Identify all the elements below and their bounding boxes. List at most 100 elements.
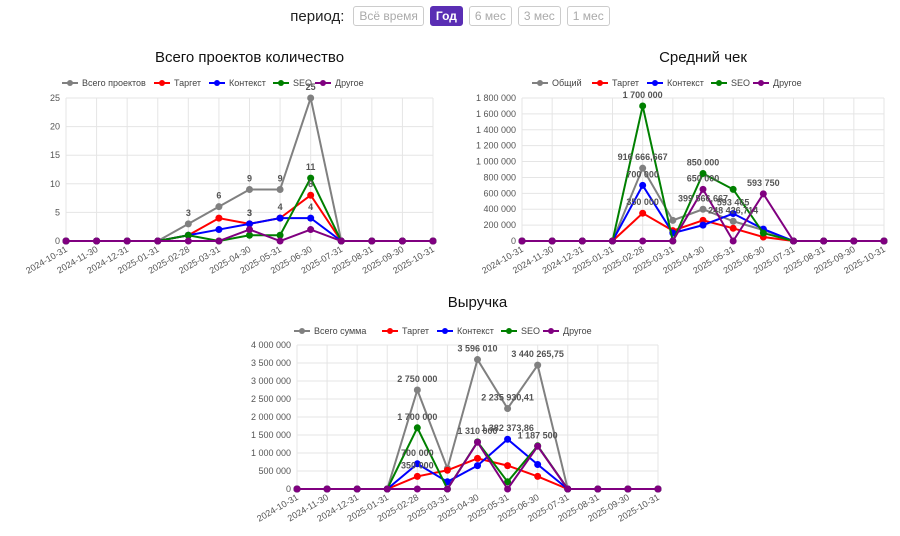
data-point <box>215 203 223 211</box>
period-6-months-button[interactable]: 6 мес <box>468 6 512 26</box>
data-point <box>639 209 647 217</box>
legend-item: Контекст <box>647 78 704 88</box>
data-point <box>850 237 858 245</box>
data-point <box>729 217 737 225</box>
data-point <box>215 226 223 234</box>
legend-label: SEO <box>731 78 750 88</box>
data-label: 350 000 <box>626 197 659 207</box>
data-point <box>594 485 602 493</box>
legend-label: Всего сумма <box>314 326 366 336</box>
period-label: период: <box>290 7 345 25</box>
period-all-time-button[interactable]: Всё время <box>353 6 424 26</box>
data-point <box>639 164 647 172</box>
data-point <box>639 181 647 189</box>
legend-marker <box>278 80 284 86</box>
y-tick-label: 400 000 <box>483 204 516 214</box>
y-tick-label: 1 600 000 <box>476 109 516 119</box>
y-tick-label: 5 <box>55 207 60 217</box>
legend-marker <box>506 328 512 334</box>
y-tick-label: 3 500 000 <box>251 358 291 368</box>
y-tick-label: 500 000 <box>258 466 291 476</box>
data-point <box>578 237 586 245</box>
data-label: 399 566,667 <box>678 193 728 203</box>
legend-item: Всего проектов <box>62 78 146 88</box>
legend-marker <box>67 80 73 86</box>
legend-label: Общий <box>552 78 582 88</box>
data-point <box>413 460 421 468</box>
data-label: 2 750 000 <box>397 374 437 384</box>
data-point <box>699 205 707 213</box>
data-point <box>699 185 707 193</box>
data-label: 350 000 <box>401 460 434 470</box>
data-label: 25 <box>306 82 316 92</box>
legend-item: SEO <box>501 326 540 336</box>
legend-marker <box>548 328 554 334</box>
data-point <box>246 186 253 194</box>
data-point <box>654 485 662 493</box>
y-tick-label: 2 500 000 <box>251 394 291 404</box>
data-point <box>669 237 677 245</box>
data-point <box>564 485 572 493</box>
data-point <box>474 438 481 446</box>
data-point <box>759 190 767 198</box>
period-year-button[interactable]: Год <box>429 6 463 26</box>
legend-item: Другое <box>753 78 802 88</box>
y-tick-label: 0 <box>55 236 60 246</box>
data-label: 650 000 <box>687 173 720 183</box>
legend-marker <box>387 328 393 334</box>
data-label: 11 <box>306 162 316 172</box>
data-point <box>184 220 192 228</box>
legend-label: Таргет <box>402 326 429 336</box>
legend-marker <box>299 328 305 334</box>
data-point <box>820 237 828 245</box>
legend-label: SEO <box>521 326 540 336</box>
y-tick-label: 2 000 000 <box>251 412 291 422</box>
legend-item: SEO <box>711 78 750 88</box>
data-point <box>307 191 315 199</box>
y-tick-label: 0 <box>511 236 516 246</box>
data-point <box>413 424 421 432</box>
data-point <box>504 485 512 493</box>
y-tick-label: 20 <box>50 122 60 132</box>
data-label: 248 426,714 <box>708 205 758 215</box>
y-tick-label: 15 <box>50 150 60 160</box>
data-point <box>413 485 421 493</box>
period-1-month-button[interactable]: 1 мес <box>566 6 610 26</box>
data-point <box>729 224 737 232</box>
y-tick-label: 3 000 000 <box>251 376 291 386</box>
data-point <box>518 237 526 245</box>
data-point <box>93 237 101 245</box>
data-point <box>534 472 542 480</box>
legend-item: Другое <box>543 326 592 336</box>
period-3-months-button[interactable]: 3 мес <box>517 6 561 26</box>
data-point <box>246 226 253 234</box>
legend-label: Таргет <box>174 78 201 88</box>
y-tick-label: 4 000 000 <box>251 340 291 350</box>
data-point <box>504 462 512 470</box>
data-label: 9 <box>278 174 283 184</box>
data-point <box>383 485 391 493</box>
data-point <box>276 231 284 239</box>
chart-title: Всего проектов количество <box>155 49 344 66</box>
legend-item: Таргет <box>382 326 429 336</box>
y-tick-label: 1 800 000 <box>476 93 516 103</box>
data-point <box>398 237 406 245</box>
y-tick-label: 1 200 000 <box>476 141 516 151</box>
legend-label: Другое <box>563 326 592 336</box>
legend-item: Другое <box>315 78 364 88</box>
data-point <box>609 237 616 245</box>
legend-marker <box>320 80 326 86</box>
y-tick-label: 800 000 <box>483 172 516 182</box>
data-label: 3 <box>247 208 252 218</box>
data-point <box>62 237 70 245</box>
legend-item: Таргет <box>154 78 201 88</box>
data-point <box>215 214 223 222</box>
data-point <box>353 485 361 493</box>
data-label: 916 666,667 <box>618 152 668 162</box>
data-point <box>307 226 315 234</box>
data-label: 850 000 <box>687 157 720 167</box>
data-label: 593 465 <box>717 198 750 208</box>
data-label: 8 <box>308 179 313 189</box>
data-point <box>293 485 301 493</box>
period-selector: период: Всё время Год 6 мес 3 мес 1 мес <box>0 6 900 26</box>
